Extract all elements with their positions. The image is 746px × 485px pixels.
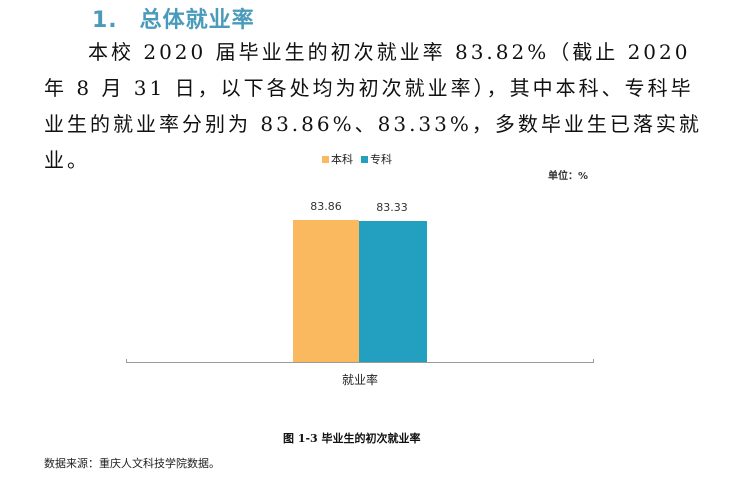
bar-zhuanke xyxy=(359,220,427,362)
legend-item-benke: 本科 xyxy=(322,151,353,167)
x-category-label: 就业率 xyxy=(341,373,378,387)
data-label-zhuanke: 83.33 xyxy=(376,200,408,214)
legend-label: 本科 xyxy=(331,153,353,166)
unit-label: 单位：% xyxy=(548,171,589,182)
data-label-benke: 83.86 xyxy=(310,200,342,213)
bar-benke xyxy=(293,220,359,362)
body-paragraph: 本校 2020 届毕业生的初次就业率 83.82%（截止 2020 年 8 月 … xyxy=(44,34,704,178)
chart-legend: 本科 专科 xyxy=(322,151,392,167)
section-title: 总体就业率 xyxy=(139,8,255,33)
legend-item-zhuanke: 专科 xyxy=(361,151,392,167)
data-source-note: 数据来源：重庆人文科技学院数据。 xyxy=(44,457,220,470)
axis-tick xyxy=(593,359,594,363)
legend-swatch-icon xyxy=(361,155,368,163)
x-axis-line xyxy=(126,362,594,363)
section-number: 1. xyxy=(92,8,118,33)
legend-label: 专科 xyxy=(370,153,392,166)
section-heading: 1. 总体就业率 xyxy=(92,2,255,34)
figure-caption: 图 1-3 毕业生的初次就业率 xyxy=(283,432,421,445)
paragraph-text: 本校 2020 届毕业生的初次就业率 83.82%（截止 2020 年 8 月 … xyxy=(44,40,702,172)
axis-tick xyxy=(126,359,127,363)
legend-swatch-icon xyxy=(322,155,329,163)
